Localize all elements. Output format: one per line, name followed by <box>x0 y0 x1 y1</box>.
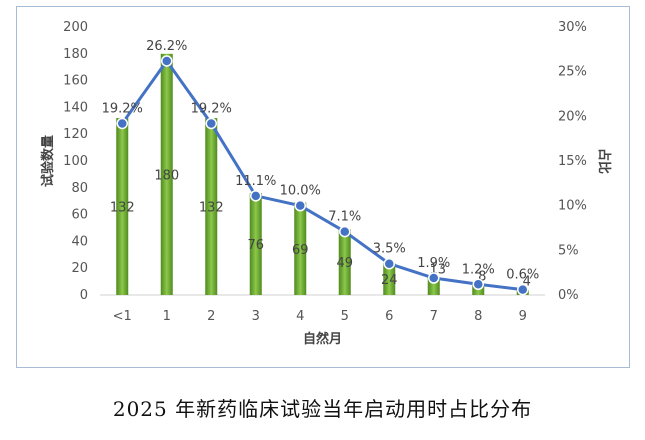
line-point <box>116 117 128 130</box>
y-tick-label: 160 <box>63 74 88 89</box>
line-point <box>250 190 262 202</box>
bar-value-label: 132 <box>199 201 224 216</box>
y-tick-label: 120 <box>63 127 88 142</box>
bar <box>249 193 262 295</box>
x-axis-title: 自然月 <box>303 331 342 347</box>
x-tick-label: 1 <box>163 309 171 324</box>
figure-caption: 2025 年新药临床试验当年启动用时占比分布 <box>112 397 533 421</box>
line-point <box>383 257 395 270</box>
pct-data-label: 10.0% <box>280 184 321 199</box>
bar <box>160 53 173 295</box>
bar-value-label: 49 <box>336 256 353 271</box>
y-tick-label: 180 <box>63 47 88 62</box>
pct-data-label: 7.1% <box>328 210 361 225</box>
line-point <box>339 225 351 238</box>
x-tick-label: 5 <box>341 309 349 324</box>
x-tick-label: 3 <box>252 309 260 324</box>
y-tick-label: 80 <box>71 181 88 196</box>
pct-data-label: 1.9% <box>417 256 450 271</box>
pct-data-label: 19.2% <box>191 101 232 116</box>
y-tick-label: 0 <box>80 288 88 303</box>
y-tick-label: 40 <box>71 234 88 249</box>
bar <box>294 202 307 295</box>
bar <box>205 118 218 296</box>
y2-tick-label: 0% <box>558 288 579 303</box>
line-point <box>205 117 217 130</box>
x-tick-label: 6 <box>385 309 393 324</box>
bar-value-label: 4 <box>523 275 531 290</box>
bar-value-label: 69 <box>292 243 309 258</box>
pct-data-label: 11.1% <box>235 174 276 189</box>
bar-value-label: 24 <box>381 273 398 288</box>
pct-data-label: 3.5% <box>373 242 406 257</box>
y-tick-label: 200 <box>63 20 88 35</box>
x-tick-label: 7 <box>430 309 438 324</box>
pct-data-label: 26.2% <box>146 39 187 54</box>
bar-value-label: 76 <box>247 238 264 253</box>
y2-tick-label: 10% <box>558 199 587 214</box>
bar-value-label: 132 <box>110 201 135 216</box>
line-point <box>428 272 440 284</box>
line-point <box>517 283 529 296</box>
bar <box>116 118 129 296</box>
share-line <box>121 59 523 292</box>
y-axis-title: 试验数量 <box>40 135 56 187</box>
x-tick-label: <1 <box>113 309 132 324</box>
y2-tick-label: 15% <box>558 154 587 169</box>
pct-data-label: 1.2% <box>462 262 495 277</box>
line-point <box>472 278 484 291</box>
line-point <box>161 55 173 67</box>
line-point <box>294 199 306 212</box>
y2-tick-label: 25% <box>558 65 587 80</box>
y-tick-label: 20 <box>71 261 88 276</box>
y-tick-label: 60 <box>71 208 88 223</box>
bar <box>338 229 351 295</box>
pct-data-label: 19.2% <box>102 101 143 116</box>
bar <box>383 262 396 295</box>
bar-value-label: 180 <box>154 168 179 183</box>
y-tick-label: 140 <box>63 100 88 115</box>
y2-tick-label: 20% <box>558 109 587 124</box>
pct-data-label: 0.6% <box>506 268 539 283</box>
y-tick-label: 100 <box>63 154 88 169</box>
y2-axis-title: 占比 <box>596 148 612 174</box>
x-tick-label: 2 <box>207 309 215 324</box>
y2-tick-label: 5% <box>558 243 579 258</box>
y2-tick-label: 30% <box>558 20 587 35</box>
x-tick-label: 8 <box>474 309 482 324</box>
x-tick-label: 9 <box>519 309 527 324</box>
x-tick-label: 4 <box>296 309 304 324</box>
bar-value-label: 8 <box>478 269 486 284</box>
combo-chart: 0 20 40 60 80 100 120 140 160 180 200 0% 5% 10% 15% 20%… <box>40 20 612 347</box>
